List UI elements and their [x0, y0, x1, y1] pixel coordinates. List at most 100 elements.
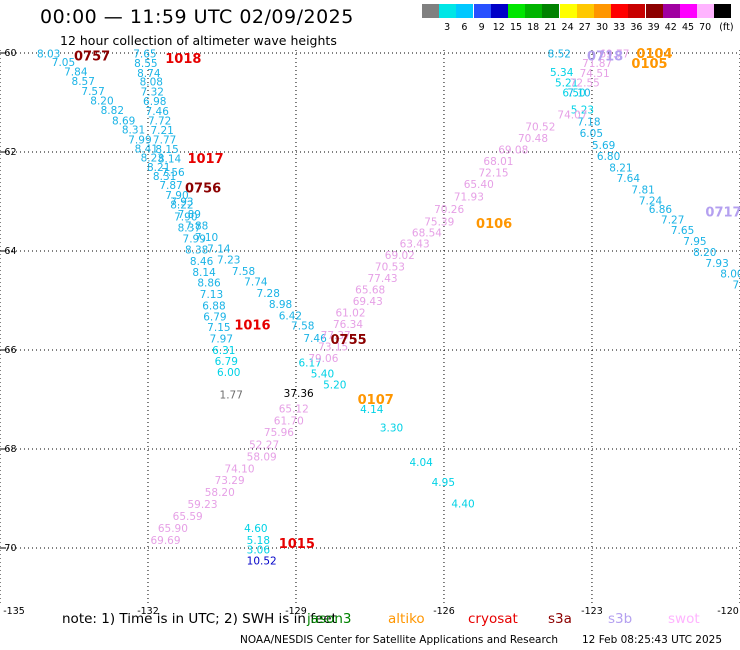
swh-value: 8.14 [158, 153, 182, 165]
swh-value: 71.87 [582, 58, 612, 70]
swh-value: 7.58 [232, 266, 255, 278]
swh-value: 6.42 [279, 310, 302, 322]
swh-value: 7.72 [148, 115, 171, 127]
map-axes: -60 -62 -64 -66 -68 -70 -135 -132 -129 -126 -123 -1… [0, 48, 739, 617]
map-subtitle: 12 hour collection of altimeter wave hei… [60, 33, 337, 48]
pass-time-label: 1018 [165, 52, 201, 67]
latitude-label: -64 [1, 246, 17, 257]
latitude-label: -62 [1, 147, 17, 158]
swh-value: 58.20 [205, 487, 235, 499]
mission-swot: swot [668, 611, 700, 627]
legend-swatch [490, 4, 508, 18]
swh-value: 74.51 [580, 68, 610, 80]
swh-value: 65.40 [464, 179, 494, 191]
mission-altiko: altiko [388, 611, 425, 627]
longitude-label: -123 [581, 606, 603, 617]
mission-s3a: s3a [548, 611, 572, 627]
swh-value: 6.80 [597, 151, 620, 163]
swh-value: 4.40 [451, 498, 474, 510]
swh-value: 7.58 [291, 320, 314, 332]
swh-value: 73.29 [215, 475, 245, 487]
swh-value: 65.90 [158, 523, 188, 535]
generated-timestamp: 12 Feb 08:25:43 UTC 2025 [582, 634, 722, 646]
swh-value: 72.15 [479, 167, 509, 179]
swh-value: 7.99 [128, 135, 151, 147]
legend-swatch [456, 4, 474, 18]
swh-value: 6.79 [203, 311, 226, 323]
swh-value: 73.15 [318, 342, 348, 354]
legend-label: 27 [578, 22, 591, 33]
swh-value: 8.20 [693, 247, 716, 259]
swh-value: 7.95 [683, 236, 706, 248]
swh-value: 70.53 [375, 261, 405, 273]
legend-swatch [628, 4, 646, 18]
swh-value: 7.15 [207, 322, 230, 334]
swh-value: 8.14 [192, 267, 216, 279]
swh-value: 7.81 [631, 185, 654, 197]
legend-swatch [662, 4, 680, 18]
longitude-label: -120 [717, 606, 739, 617]
swh-value: 8.46 [190, 256, 214, 268]
legend-swatch [576, 4, 594, 18]
pass-time-label: 0717 [705, 205, 740, 220]
swh-value: 6.31 [212, 345, 235, 357]
pass-time-label: 0105 [631, 57, 667, 72]
swh-value: 7.46 [146, 106, 170, 118]
swh-value: 8.08 [140, 77, 163, 89]
swh-value: 3.30 [380, 423, 403, 435]
swh-value: 77.37 [321, 330, 351, 342]
longitude-label: -135 [3, 606, 25, 617]
swh-value: 7.28 [257, 288, 280, 300]
swh-value: 7.93 [170, 197, 193, 209]
legend-swatch [680, 4, 697, 18]
swh-value: 8.00 [720, 268, 740, 280]
swh-value: 37.36 [284, 388, 314, 400]
legend-swatch [473, 4, 491, 18]
mission-jason3: jason3 [307, 611, 352, 627]
swh-value: 5.69 [592, 140, 615, 152]
swh-value: 58.09 [247, 451, 277, 463]
swh-value: 8.52 [548, 48, 571, 60]
swh-value: 1.77 [220, 390, 243, 402]
swh-value: 6.17 [298, 357, 321, 369]
swh-value: 7.10 [195, 232, 218, 244]
swh-value: 65.68 [355, 285, 385, 297]
swh-value: 5.20 [323, 380, 346, 392]
swh-value: 8.37 [178, 223, 201, 235]
graticule [0, 50, 740, 605]
pass-time-label: 1017 [187, 152, 223, 167]
swh-value: 8.31 [153, 171, 176, 183]
legend-swatch [542, 4, 560, 18]
swh-value: 5.18 [247, 535, 270, 547]
legend-swatch [594, 4, 611, 18]
pass-time-label: 0107 [358, 393, 394, 408]
swh-value: 8.15 [155, 144, 178, 156]
swh-value: 7.18 [577, 116, 600, 128]
longitude-label: -132 [137, 606, 159, 617]
swh-value: 75.39 [424, 216, 454, 228]
footer-note: note: 1) Time is in UTC; 2) SWH is in fe… [62, 611, 337, 627]
swh-value: 7.24 [639, 196, 663, 208]
legend-swatch [611, 4, 629, 18]
swh-value: 7.93 [705, 258, 728, 270]
swh-value: 5.21 [555, 78, 578, 90]
swh-value: 7.13 [200, 289, 223, 301]
swh-value: 8.57 [72, 76, 95, 88]
swh-value: 6.05 [580, 128, 603, 140]
swh-value: 69.69 [150, 535, 180, 547]
legend-label: (ft) [719, 22, 734, 33]
pass-time-label: 1016 [234, 318, 270, 333]
pass-time-label: 0756 [185, 182, 221, 197]
legend-label: 3 [444, 22, 451, 33]
legend-swatch [645, 4, 663, 18]
latitude-label: -66 [1, 345, 17, 356]
legend-label: 6 [461, 22, 468, 33]
swh-value: 7.27 [661, 214, 684, 226]
legend-swatch [439, 4, 457, 18]
mission-cryosat: cryosat [468, 611, 518, 627]
swh-value: 8.21 [147, 162, 170, 174]
swh-value: 7.90 [174, 211, 197, 223]
mission-s3b: s3b [608, 611, 633, 627]
legend-label: 21 [544, 22, 557, 33]
legend-label: 9 [478, 22, 485, 33]
